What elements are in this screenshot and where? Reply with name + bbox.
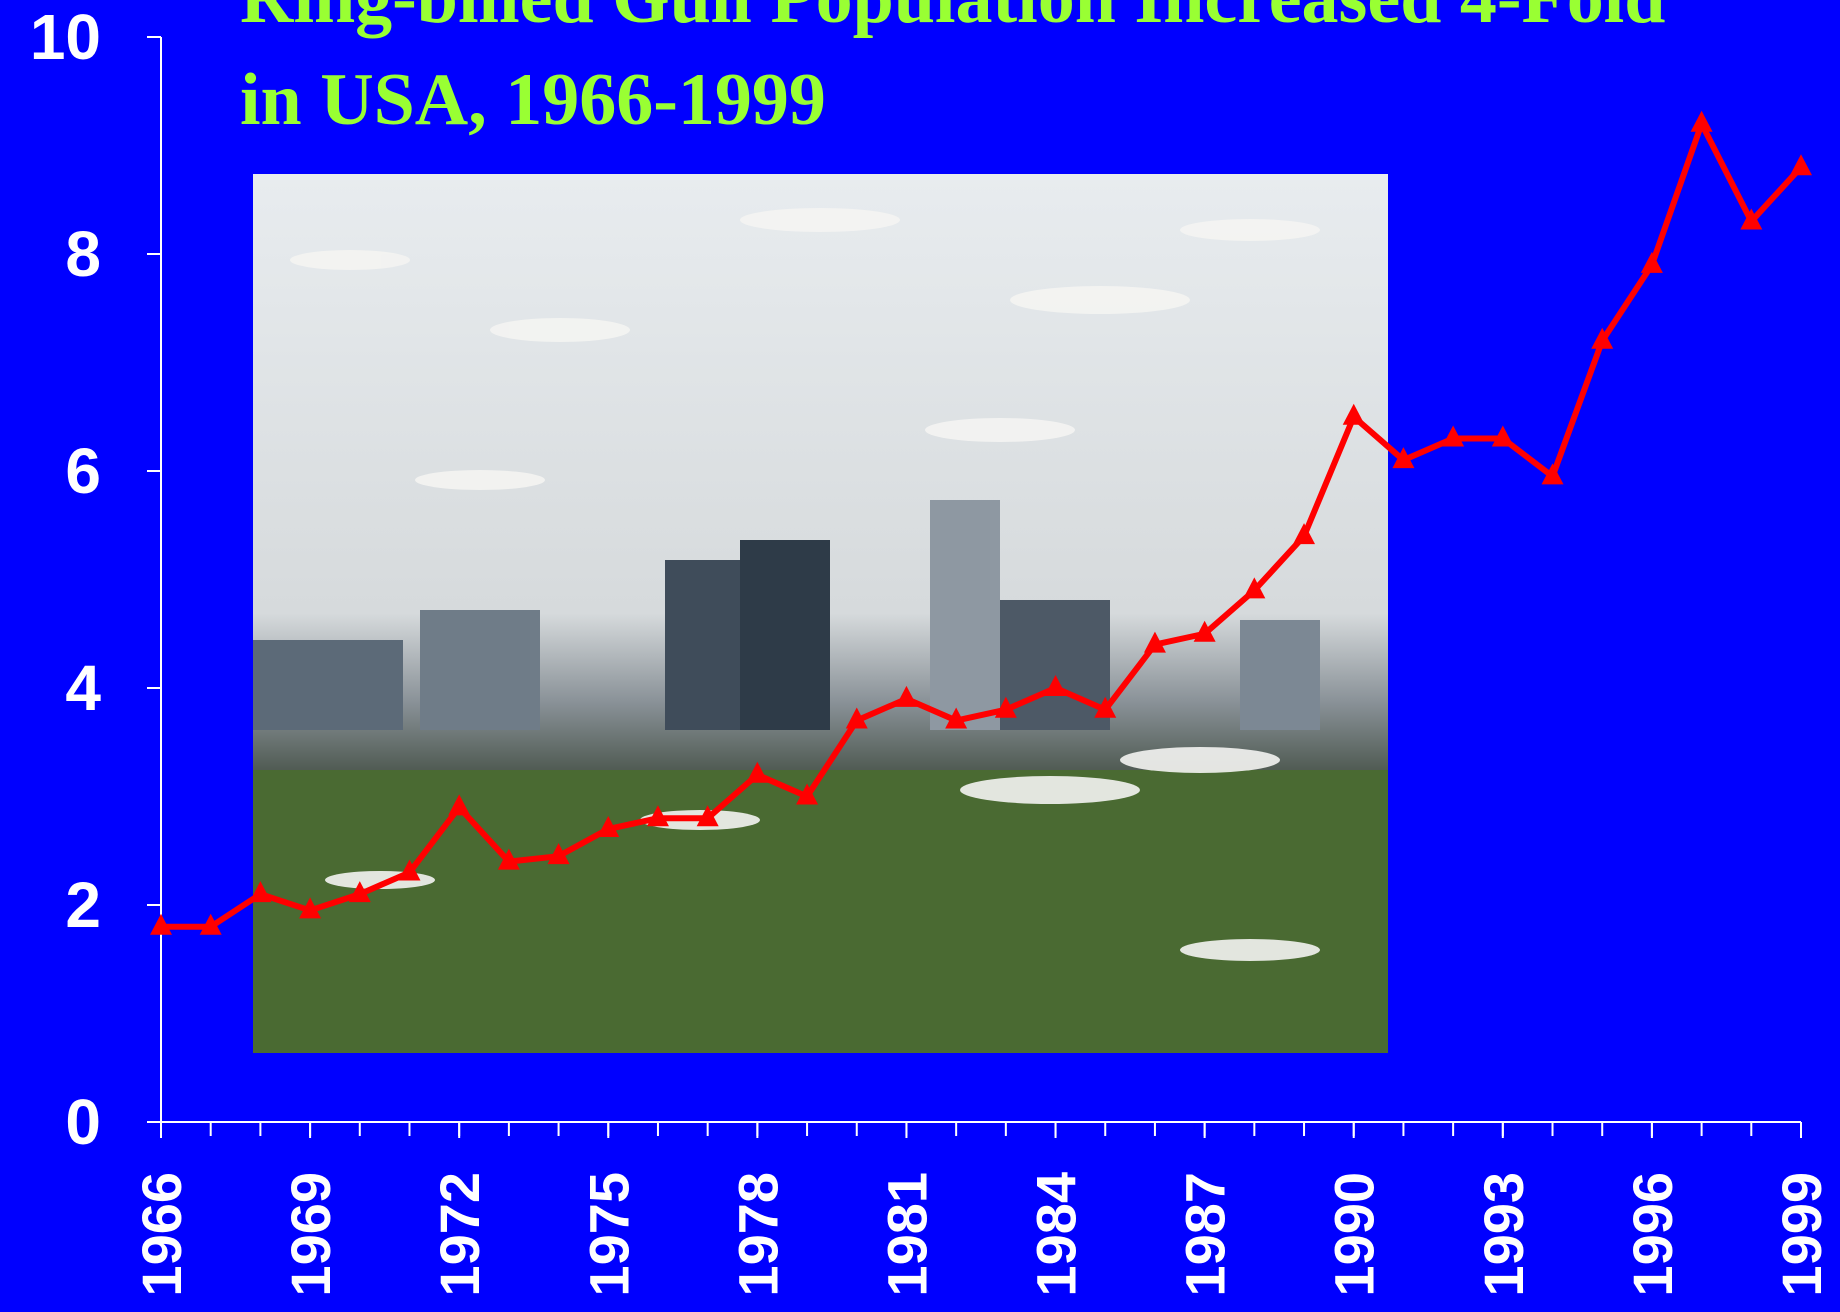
data-point	[696, 805, 719, 827]
data-point	[398, 859, 421, 881]
data-point	[299, 897, 322, 919]
data-point	[994, 696, 1017, 718]
photo	[253, 174, 1388, 1053]
y-tick-label: 6	[65, 435, 101, 507]
x-tick-label: 1993	[1472, 1172, 1535, 1297]
x-tick-label: 1987	[1174, 1172, 1237, 1297]
y-tick-label: 4	[65, 652, 101, 724]
x-tick-label: 1972	[428, 1172, 491, 1297]
x-tick-label: 1969	[279, 1172, 342, 1297]
data-point	[945, 707, 968, 729]
y-tick-label: 8	[65, 218, 101, 290]
data-point	[1591, 327, 1614, 349]
data-point	[1143, 631, 1166, 653]
data-point	[746, 761, 769, 783]
data-point	[1690, 110, 1713, 132]
data-point	[845, 707, 868, 729]
data-point	[497, 848, 520, 870]
data-point	[448, 794, 471, 816]
x-tick-label: 1978	[726, 1172, 789, 1297]
data-point	[597, 816, 620, 838]
data-point	[1094, 696, 1117, 718]
data-point	[1442, 425, 1465, 447]
y-tick-label: 0	[65, 1086, 101, 1158]
data-point	[646, 805, 669, 827]
title-line: in USA, 1966-1999	[240, 59, 826, 141]
x-tick-label: 1975	[577, 1172, 640, 1297]
data-point	[348, 881, 371, 903]
data-point	[1392, 447, 1415, 469]
data-point	[249, 881, 272, 903]
x-tick-label: 1966	[130, 1172, 193, 1297]
data-point	[150, 913, 172, 935]
data-line	[161, 120, 1804, 930]
data-point	[1342, 403, 1365, 425]
x-tick-label: 1999	[1770, 1172, 1833, 1297]
y-tick-label: 2	[65, 869, 101, 941]
x-tick-label: 1984	[1025, 1172, 1088, 1297]
data-point	[1790, 154, 1812, 176]
x-tick-label: 1990	[1323, 1172, 1386, 1297]
data-point	[1640, 251, 1663, 273]
x-tick-label: 1981	[875, 1172, 938, 1297]
data-point	[1293, 523, 1316, 545]
data-point	[199, 913, 222, 935]
data-point	[895, 685, 918, 707]
title-line: Ring-billed Gull Population Increased 4-…	[240, 0, 1665, 39]
data-point	[1740, 208, 1763, 230]
data-point	[1243, 577, 1266, 599]
data-point	[796, 783, 819, 805]
data-point	[547, 843, 570, 865]
y-tick-label: 10	[30, 1, 101, 73]
data-point	[1541, 463, 1564, 485]
data-point	[1193, 620, 1216, 642]
data-point	[1044, 675, 1067, 696]
x-tick-label: 1996	[1621, 1172, 1684, 1297]
data-point	[1491, 425, 1514, 447]
